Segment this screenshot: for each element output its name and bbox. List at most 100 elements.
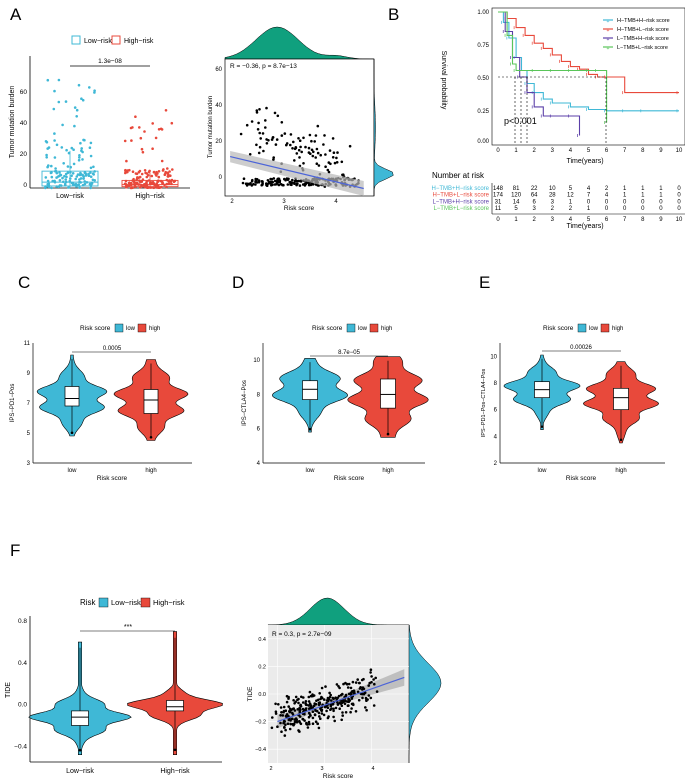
b-risk-cell: 1 [623, 186, 627, 192]
a-box-point [91, 178, 95, 182]
a-box-point [168, 170, 171, 173]
a-scatter-ytick-0: 0 [219, 175, 223, 181]
f-scatter-point [283, 726, 286, 729]
f-scatter-point [334, 696, 337, 699]
c-xcat-low: low [67, 468, 77, 474]
d-xcat-high: high [382, 468, 393, 474]
a-scatter-point [331, 137, 335, 140]
a-scatter-point [312, 150, 315, 154]
f-scatter-point [298, 715, 302, 718]
b-risk-cell: 1 [641, 186, 645, 192]
f-scatter-point [279, 721, 282, 725]
c-ytick-9: 9 [27, 371, 31, 377]
a-box-point [170, 121, 174, 125]
a-box-point [58, 179, 62, 182]
b-xtick-2: 2 [533, 148, 537, 154]
c-outlier-1 [149, 435, 153, 439]
a-scatter-point [289, 143, 292, 147]
a-scatter-point [316, 151, 320, 155]
a-box-point [146, 186, 149, 189]
b-legend-label-1: H−TMB+L−risk score [617, 27, 669, 33]
f-scatter-point [356, 690, 360, 694]
f-correlation: R = 0.3, p = 2.7e−09 [272, 631, 332, 638]
a-scatter-xtick-4: 4 [334, 199, 338, 205]
a-scatter-point [333, 161, 337, 165]
f-scatter-point [277, 703, 280, 706]
a-scatter-point [324, 165, 327, 168]
f-scatter-point [331, 702, 335, 706]
f-scatter-point [360, 678, 364, 682]
a-box-point [127, 181, 131, 185]
f-scatter-point [287, 718, 291, 722]
f-scatter-point [341, 692, 344, 696]
a-scatter-point [248, 182, 252, 186]
f-scatter-point [347, 700, 351, 704]
d-legend-low-label: low [358, 326, 368, 332]
a-box-point [155, 182, 158, 185]
a-scatter-xtick-3: 3 [282, 199, 286, 205]
f-scatter-point [367, 694, 371, 697]
f-scatter-point [308, 690, 312, 694]
a-scatter-point [259, 137, 263, 140]
f-scatter-point [359, 686, 362, 689]
a-legend-high-key [111, 35, 121, 45]
a-box-point [131, 179, 134, 182]
a-box-point [125, 159, 128, 163]
f-scatter-yticks: −0.4 −0.2 0.0 0.2 0.4 [255, 637, 266, 753]
a-box-point [50, 186, 53, 190]
a-box-point [80, 147, 83, 150]
b-risk-xtick-6: 6 [605, 217, 609, 223]
f-scatter-point [325, 709, 328, 713]
a-box-point [173, 179, 177, 183]
a-scatter-point [278, 179, 282, 182]
a-scatter-point [315, 147, 319, 151]
f-scatter-point [281, 714, 285, 717]
panel-f-letter: F [10, 541, 20, 560]
b-km-curves [498, 11, 679, 137]
a-box-plot-marks [41, 78, 179, 190]
b-risk-cell: 0 [641, 199, 645, 205]
f-scatter-point [338, 707, 342, 710]
a-scatter-point [262, 149, 265, 153]
f-scatter-xtick-3: 3 [320, 766, 323, 772]
e-ylabel: IPS−PD1−Pos−CTLA4−Pos [481, 369, 487, 438]
d-pvalue: 8.7e−05 [338, 350, 361, 356]
c-outlier-0 [70, 431, 74, 435]
c-pvalue: 0.0005 [103, 346, 122, 352]
e-yticks: 2 4 6 8 10 [490, 354, 497, 467]
a-box-point [154, 136, 158, 140]
b-risk-xtick-1: 1 [514, 217, 518, 223]
b-ylabel: Survival probability [440, 51, 447, 110]
a-scatter-point [348, 144, 352, 148]
a-box-point [73, 106, 77, 109]
b-km-curve-2 [498, 11, 581, 136]
b-risk-cell: 2 [605, 186, 609, 192]
a-box-point [50, 171, 53, 174]
b-km-curve-0 [498, 11, 679, 112]
a-box-point [75, 175, 79, 178]
f-scatter-point [282, 705, 286, 709]
a-box-point [140, 172, 144, 176]
f-legend-high-key [140, 597, 151, 608]
a-box-point [93, 170, 96, 173]
a-box-point [164, 172, 167, 175]
b-risk-cell: 12 [567, 193, 574, 199]
a-box-point [143, 169, 147, 172]
e-legend-low-label: low [589, 326, 599, 332]
panel-a-letter: A [10, 5, 22, 24]
a-scatter-point [257, 151, 261, 155]
b-risk-cell: 81 [513, 186, 520, 192]
f-scatter-point [320, 712, 324, 715]
a-box-point [81, 98, 85, 102]
a-box-point [53, 139, 56, 142]
b-risk-cell: 22 [531, 186, 538, 192]
f-scatter-point [285, 700, 289, 704]
a-box-point [80, 97, 83, 100]
a-box-point [83, 180, 86, 183]
f-scatter-point [317, 698, 320, 702]
b-legend-plus-1: + [607, 28, 610, 34]
a-box-point [157, 175, 161, 179]
a-scatter-ylabel: Tumor mutation burden [208, 96, 214, 158]
a-box-point [77, 158, 81, 162]
panel-e-letter: E [479, 273, 490, 292]
